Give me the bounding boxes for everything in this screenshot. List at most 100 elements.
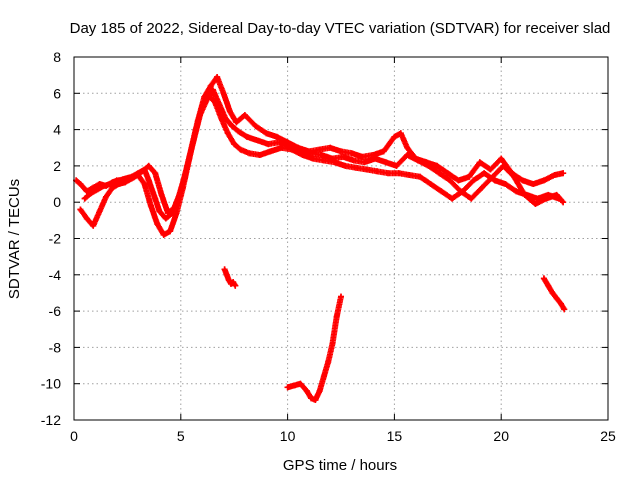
data-point [500,162,507,169]
data-point [107,181,114,188]
data-point [436,170,443,177]
data-point [221,266,228,273]
data-point [540,177,547,184]
data-points [73,73,568,404]
data-point [145,162,152,169]
data-point [561,306,568,313]
data-point [197,112,204,119]
data-point [372,155,379,162]
data-point [406,171,413,178]
data-point [308,395,315,402]
data-point [297,380,304,387]
data-point [244,133,251,140]
data-point [209,86,216,93]
data-point [284,384,291,391]
data-point [216,101,223,108]
data-point [152,195,159,202]
data-point [214,73,221,80]
data-point [553,295,560,302]
x-tick-label: 10 [280,428,296,444]
data-point [560,170,567,177]
data-point [395,170,402,177]
data-point [318,152,325,159]
data-point [352,164,359,171]
data-point [88,190,95,197]
data-point [167,228,174,235]
data-point [404,152,411,159]
data-point [303,387,310,394]
data-point [338,148,344,155]
series-track-c [81,86,567,217]
data-point [225,277,232,284]
x-tick-label: 20 [493,428,509,444]
data-point [530,181,537,188]
data-point [476,159,483,166]
data-point [297,146,304,153]
data-point [94,186,101,193]
data-point [521,191,528,198]
data-point [83,215,90,222]
y-tick-label: 2 [53,158,61,174]
data-point [276,139,283,146]
data-point [457,188,464,195]
x-axis-label: GPS time / hours [283,457,397,474]
data-point [254,137,261,144]
data-point [338,293,344,300]
data-point [267,148,274,155]
y-tick-label: -12 [41,412,61,428]
y-axis-label: SDTVAR / TECUs [6,179,23,299]
data-point [139,168,146,175]
data-point [265,141,272,148]
data-point [109,184,116,191]
data-point [226,108,233,115]
data-point [374,168,381,175]
data-point [397,130,404,137]
y-tick-label: 8 [53,49,61,65]
data-point [329,340,336,347]
data-point [232,282,239,289]
data-point [224,130,231,137]
data-point [177,188,184,195]
data-point [532,201,539,208]
data-point [312,397,319,404]
data-point [158,191,165,198]
data-point [233,119,240,126]
data-point [511,173,518,180]
data-point [291,382,298,389]
series-segment-22h [540,275,568,313]
data-point [391,133,398,140]
x-tick-label: 5 [177,428,185,444]
data-point [361,159,368,166]
data-point [540,275,547,282]
data-point [252,122,259,129]
data-point [478,184,485,191]
y-tick-label: -8 [49,339,62,355]
data-point [223,271,230,278]
data-point [325,358,332,365]
data-point [468,195,475,202]
data-point [222,115,229,122]
data-point [489,173,496,180]
data-point [308,150,315,157]
data-point [231,141,238,148]
data-point [145,177,152,184]
y-tick-label: -2 [49,231,62,247]
data-point [229,122,236,129]
data-point [549,289,556,296]
data-point [498,155,505,162]
data-point [417,173,424,180]
data-point [171,204,178,211]
data-point [90,222,97,229]
data-point [246,150,253,157]
data-point [103,193,110,200]
data-point [320,373,327,380]
data-point [241,112,248,119]
data-point [310,155,317,162]
data-point [207,83,214,90]
data-point [558,300,565,307]
data-point [81,195,88,202]
data-point [286,142,293,149]
y-tick-label: 4 [53,122,61,138]
data-point [384,170,391,177]
data-point [382,159,389,166]
